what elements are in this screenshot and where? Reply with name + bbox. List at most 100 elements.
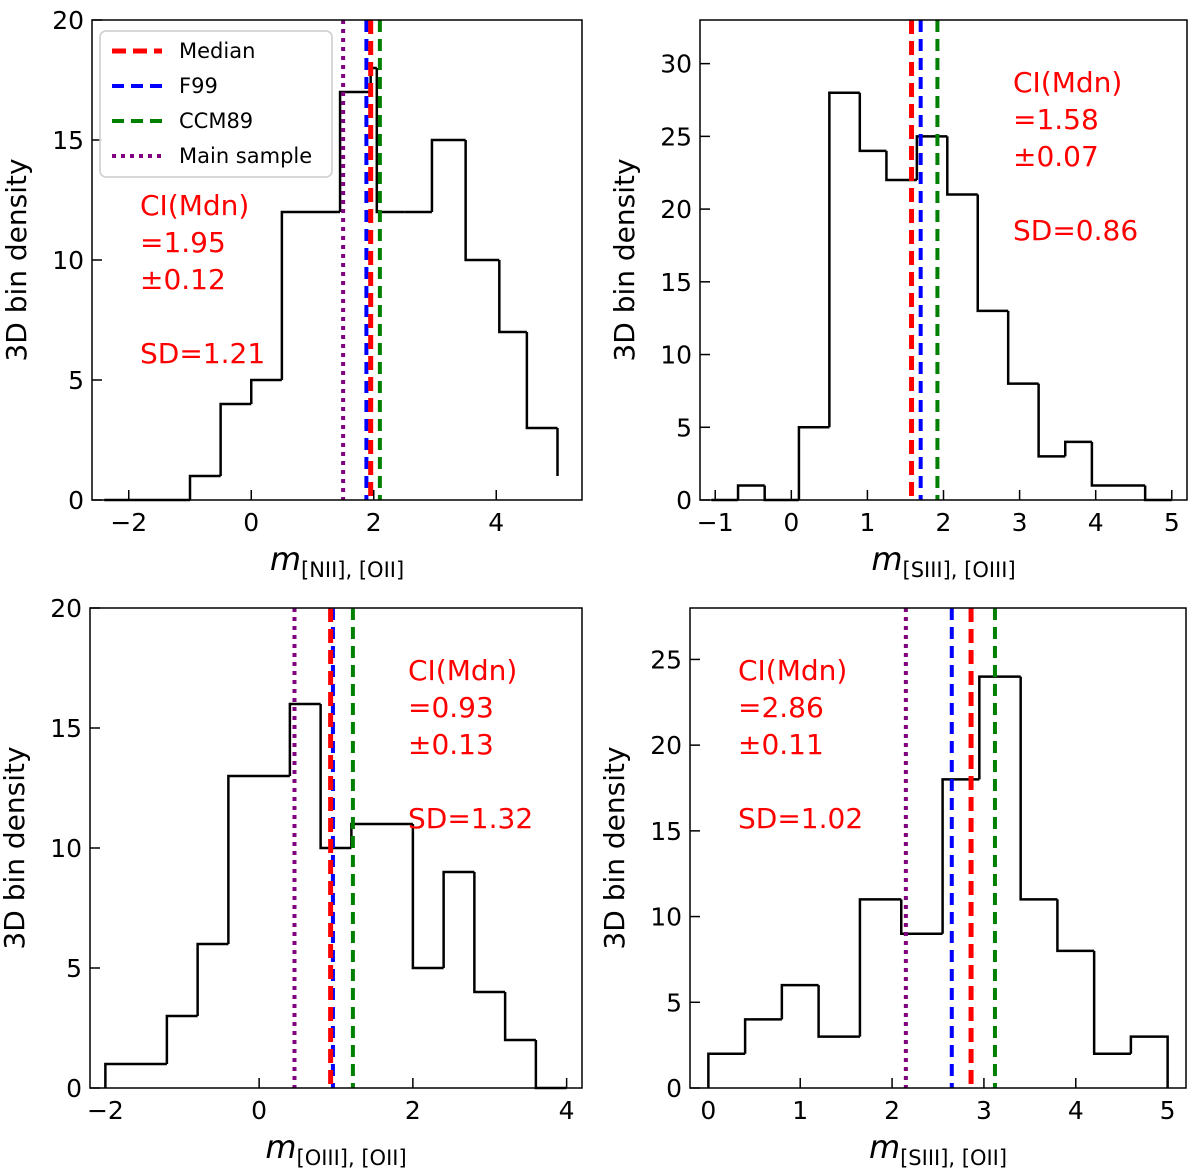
hist-bar (280, 210, 313, 380)
annotation-line: =1.58 (1013, 103, 1099, 136)
y-tick-label: 5 (66, 954, 82, 983)
x-tick-label: 2 (936, 508, 952, 537)
hist-bar (858, 92, 887, 153)
hist-bar (1129, 1035, 1169, 1088)
y-tick-label: 10 (650, 903, 682, 932)
hist-bar (165, 1014, 198, 1064)
x-tick-label: 5 (1164, 508, 1180, 537)
x-tick-label: 0 (783, 508, 799, 537)
y-tick-label: 20 (650, 731, 682, 760)
y-axis-title: 3D bin density (608, 158, 641, 361)
y-tick-label: 5 (676, 413, 692, 442)
hist-bar (338, 90, 371, 212)
hist-bar (978, 675, 1021, 780)
hist-bar (498, 260, 527, 334)
annotation-line: =0.93 (408, 691, 494, 724)
hist-bar (375, 68, 405, 214)
legend-label: F99 (179, 74, 218, 98)
y-tick-label: 10 (52, 246, 84, 275)
panel-top-left: −2 0 2 4 0 5 10 15 20 3D bin density m[NII], [OII]… (0, 6, 583, 582)
hist-bar (411, 824, 444, 970)
hist-bar (1056, 899, 1095, 953)
x-tick-label: 0 (700, 1096, 716, 1125)
x-tick-label: 3 (1012, 508, 1028, 537)
hist-bar (828, 91, 860, 428)
y-tick-label: 15 (660, 268, 692, 297)
hist-bar (430, 138, 466, 212)
annotation-line: SD=1.32 (408, 802, 533, 835)
hist-bar (196, 942, 229, 1016)
annotation-line: SD=1.02 (738, 802, 863, 835)
histogram (707, 675, 1169, 1088)
y-axis-title: 3D bin density (0, 746, 31, 949)
hist-bar (1037, 383, 1066, 458)
x-tick-label: 2 (366, 508, 382, 537)
y-tick-label: 30 (660, 50, 692, 79)
x-tick-label: 2 (405, 1096, 421, 1125)
y-tick-label: 20 (50, 594, 82, 623)
x-tick-label: 5 (1160, 1096, 1176, 1125)
y-tick-label: 25 (660, 122, 692, 151)
hist-bar (797, 426, 830, 500)
annotation-line: ±0.07 (1013, 140, 1099, 173)
hist-bar (442, 870, 475, 968)
hist-bar (1090, 441, 1119, 487)
y-tick-label: 15 (52, 126, 84, 155)
hist-bar (780, 983, 819, 1020)
y-tick-label: 20 (660, 195, 692, 224)
annotation-line: ±0.13 (408, 728, 494, 761)
y-tick-label: 0 (66, 1074, 82, 1103)
y-tick-label: 25 (650, 645, 682, 674)
annotation-line: CI(Mdn) (738, 654, 847, 687)
panel-bottom-right: 0 1 2 3 4 5 0 5 10 15 20 25 3D bin density m[SIII], [… (598, 607, 1187, 1170)
annotation-line: CI(Mdn) (1013, 66, 1122, 99)
y-tick-label: 0 (666, 1074, 682, 1103)
x-tick-label: 1 (859, 508, 875, 537)
hist-bar (707, 1052, 746, 1088)
annotation-line: SD=1.21 (140, 337, 265, 370)
legend-label: Median (179, 39, 255, 63)
hist-bar (288, 702, 321, 776)
hist-bar (858, 898, 902, 1037)
axes-frame (689, 607, 1187, 1089)
y-tick-label: 0 (676, 486, 692, 515)
hist-bar (473, 872, 506, 994)
annotation: CI(Mdn) =1.95 ±0.12 SD=1.21 (140, 189, 265, 370)
x-tick-label: 4 (559, 1096, 575, 1125)
plot-area (700, 20, 1187, 500)
y-tick-label: 0 (68, 486, 84, 515)
annotation-line: =2.86 (738, 691, 824, 724)
hist-bar (1092, 950, 1131, 1055)
annotation-line: ±0.12 (140, 263, 226, 296)
x-tick-label: 0 (243, 508, 259, 537)
histogram (104, 702, 567, 1090)
y-tick-label: 20 (52, 6, 84, 35)
x-tick-label: 4 (1088, 508, 1104, 537)
x-tick-label: 3 (976, 1096, 992, 1125)
x-axis-title: m[OIII], [OII] (265, 1128, 406, 1170)
hist-bar (464, 140, 500, 262)
hist-bar (188, 474, 221, 500)
x-tick-label: 1 (792, 1096, 808, 1125)
annotation: CI(Mdn) =0.93 ±0.13 SD=1.32 (408, 654, 533, 835)
x-axis-title: m[NII], [OII] (270, 540, 404, 582)
legend-label: CCM89 (179, 109, 253, 133)
hist-bar (503, 992, 536, 1042)
x-tick-label: −2 (87, 1096, 124, 1125)
legend-label: Main sample (179, 144, 312, 168)
x-tick-label: 2 (884, 1096, 900, 1125)
annotation-line: CI(Mdn) (408, 654, 517, 687)
hist-bar (941, 778, 980, 934)
hist-bar (1019, 676, 1058, 901)
hist-bar (525, 332, 558, 430)
hist-bar (743, 1018, 782, 1054)
annotation-line: =1.95 (140, 226, 226, 259)
hist-bar (900, 899, 943, 935)
legend-box (99, 30, 333, 178)
hist-bar (319, 704, 352, 850)
annotation: CI(Mdn) =1.58 ±0.07 SD=0.86 (1013, 66, 1138, 247)
hist-bar (736, 484, 765, 500)
y-tick-label: 15 (50, 714, 82, 743)
